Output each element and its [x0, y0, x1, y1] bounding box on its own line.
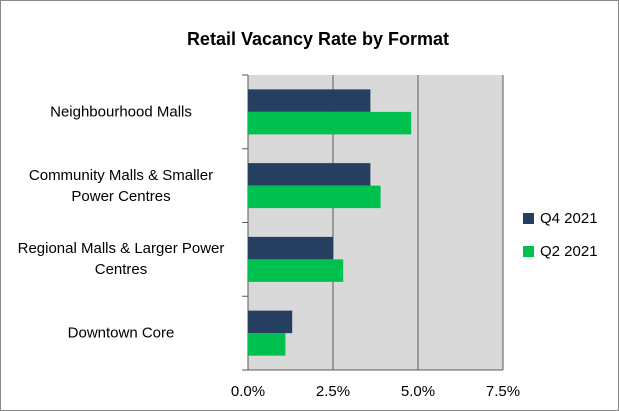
- x-tick-label: 2.5%: [316, 383, 350, 400]
- legend-label: Q2 2021: [540, 243, 598, 260]
- bar: [248, 333, 286, 356]
- legend-swatch: [523, 246, 534, 257]
- bar: [248, 310, 293, 334]
- legend-label: Q4 2021: [540, 210, 598, 227]
- bar: [248, 111, 412, 135]
- category-label: Downtown Core: [67, 324, 175, 342]
- chart-title: Retail Vacancy Rate by Format: [187, 29, 449, 49]
- bar: [248, 163, 371, 186]
- bar: [248, 89, 371, 112]
- bar: [248, 185, 381, 209]
- x-tick-label: 5.0%: [401, 383, 435, 400]
- bar: [248, 236, 333, 260]
- category-label: Community Malls & Smaller Power Centres: [28, 166, 214, 205]
- bar: [248, 259, 344, 282]
- category-label: Regional Malls & Larger Power Centres: [17, 240, 225, 279]
- x-tick-label: 0.0%: [231, 383, 265, 400]
- category-label: Neighbourhood Malls: [50, 103, 192, 121]
- x-tick-label: 7.5%: [486, 383, 520, 400]
- legend-swatch: [523, 213, 534, 224]
